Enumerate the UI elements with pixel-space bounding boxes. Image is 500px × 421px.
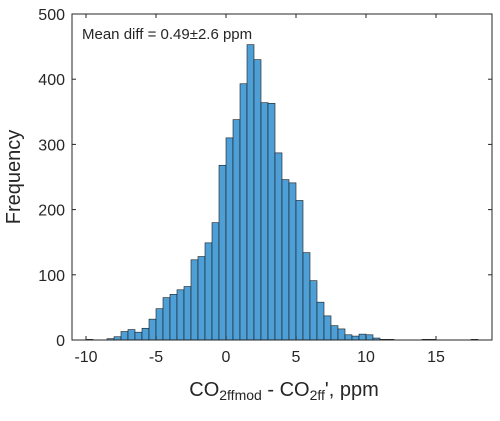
histogram-bar [127,329,136,341]
histogram-bar [309,280,318,341]
histogram-bar [337,328,346,341]
histogram-bar [323,315,332,341]
y-tick-label: 300 [38,137,65,154]
histogram-bar [239,83,248,341]
histogram-bar [316,301,325,341]
histogram-bar [204,242,213,341]
histogram-bar [218,164,227,341]
histogram-bar [155,308,164,341]
histogram-bar [148,318,157,341]
histogram-bar [211,222,220,341]
histogram-bar [183,286,192,341]
y-tick-label: 100 [38,268,65,285]
histogram-bar [295,200,304,341]
x-tick-label: -10 [74,349,97,366]
histogram-bar [134,331,143,341]
histogram-bar [344,334,353,341]
y-tick-label: 500 [38,7,65,24]
histogram-bar [120,331,129,341]
x-tick-label: -5 [149,349,163,366]
histogram-bar [351,335,360,341]
y-axis-label: Frequency [3,130,25,225]
histogram-bar [267,103,276,341]
x-axis-label-sub2: 2ff [310,387,325,403]
x-tick-label: 15 [427,349,445,366]
histogram-bar [141,327,150,341]
histogram-bar [225,137,234,341]
histogram-bar [246,44,255,341]
x-axis-label: CO2ffmod - CO2ff', ppm [189,379,378,403]
histogram-bar [197,256,206,341]
y-tick-label: 0 [56,333,65,350]
histogram-bar [176,289,185,341]
x-tick-label: 0 [222,349,231,366]
histogram-bar [274,152,283,341]
x-axis-label-sub1: 2ffmod [219,387,262,403]
axes-box [71,13,493,341]
x-tick-label: 5 [292,349,301,366]
x-tick-label: 10 [357,349,375,366]
histogram-bar [365,334,374,341]
histogram-bar [260,102,269,341]
histogram-bar [232,119,241,341]
y-tick-label: 400 [38,72,65,89]
histogram-bar [162,297,171,341]
histogram-bar [190,259,199,341]
histogram-bar [281,179,290,341]
x-axis-label-mid: - CO [262,379,310,401]
y-tick-label: 200 [38,203,65,220]
histogram-bar [253,59,262,341]
histogram-bar [330,325,339,341]
histogram-bar [169,294,178,341]
histogram-bar [358,333,367,341]
histogram-bar [302,252,311,341]
mean-diff-annotation: Mean diff = 0.49±2.6 ppm [82,26,252,43]
x-axis-label-suffix: ', ppm [325,379,379,401]
histogram-bar [288,182,297,341]
x-axis-label-base1: CO [189,379,219,401]
ticks-layer: -10 -5 0 5 10 15 0 100 200 300 400 500 [38,7,492,366]
